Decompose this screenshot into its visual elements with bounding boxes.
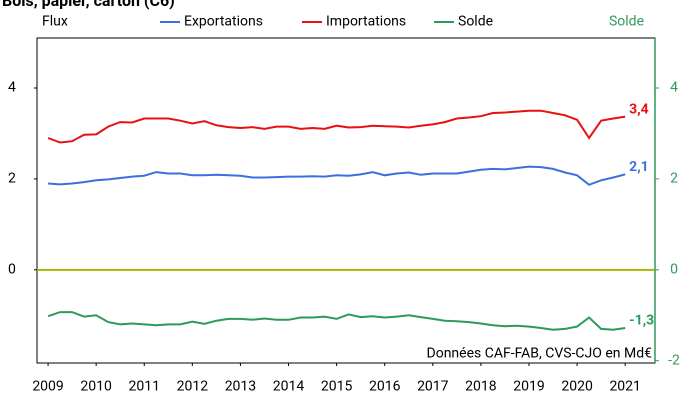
legend-label: Exportations bbox=[184, 14, 263, 30]
series-line bbox=[47, 109, 626, 144]
plot-frame bbox=[36, 37, 656, 364]
x-tick-label: 2020 bbox=[561, 379, 593, 395]
end-label: 3,4 bbox=[629, 101, 649, 117]
x-tick-label: 2010 bbox=[80, 379, 112, 395]
x-tick-label: 2021 bbox=[609, 379, 640, 395]
x-tick-label: 2013 bbox=[225, 379, 256, 395]
y-tick-label: 2 bbox=[8, 171, 16, 187]
x-tick-label: 2011 bbox=[129, 379, 160, 395]
y2-tick-label: 0 bbox=[670, 262, 678, 278]
x-tick-label: 2018 bbox=[465, 379, 497, 395]
x-tick-label: 2014 bbox=[273, 379, 305, 395]
y2-tick-label: 4 bbox=[670, 80, 678, 96]
y-tick-label: 4 bbox=[8, 80, 16, 96]
end-label: -1,3 bbox=[629, 313, 654, 329]
annotation: Données CAF-FAB, CVS-CJO en Md€ bbox=[427, 346, 653, 362]
y-axis-label: Flux bbox=[42, 14, 68, 30]
legend-label: Importations bbox=[326, 14, 406, 30]
y2-axis-label: Solde bbox=[609, 14, 644, 30]
end-label: 2,1 bbox=[629, 159, 649, 175]
x-tick-label: 2017 bbox=[417, 379, 449, 395]
x-tick-label: 2015 bbox=[321, 379, 353, 395]
legend-label: Solde bbox=[458, 14, 493, 30]
x-tick-label: 2012 bbox=[177, 379, 209, 395]
series-line bbox=[48, 165, 626, 186]
y2-tick-label: 2 bbox=[670, 171, 678, 187]
x-tick-label: 2009 bbox=[32, 379, 63, 395]
x-tick-label: 2019 bbox=[513, 379, 544, 395]
series-line bbox=[47, 311, 626, 331]
x-tick-label: 2016 bbox=[369, 379, 401, 395]
y-tick-label: 0 bbox=[8, 262, 16, 278]
chart-title: Bois, papier, carton (C6) bbox=[2, 0, 175, 10]
y2-tick-label: -2 bbox=[668, 352, 680, 368]
